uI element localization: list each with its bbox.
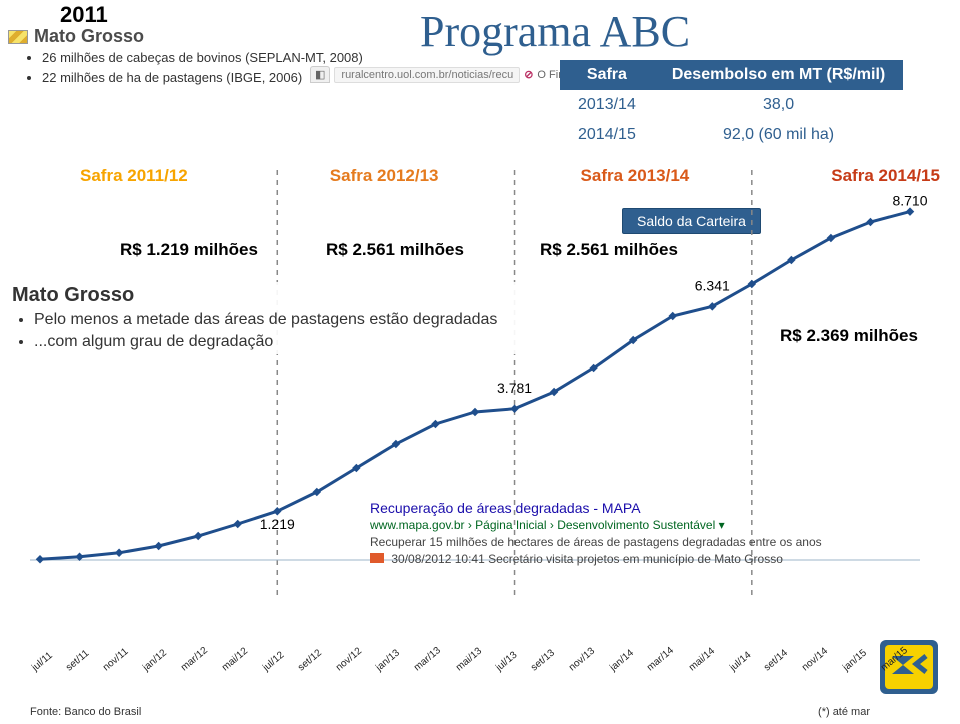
browser-warning: ⊘ [524,68,533,81]
mato-grosso-block: Mato Grosso Pelo menos a metade das área… [6,282,586,354]
region-title: Mato Grosso [34,26,144,47]
x-tick-label: jan/13 [374,647,402,673]
table-cell: 38,0 [654,90,903,120]
table-cell: 2014/15 [560,120,654,150]
table-header: Safra [560,60,654,90]
x-tick-label: mai/12 [220,646,250,674]
footer-note: (*) até mar [818,706,870,718]
safra-table: Safra Desembolso em MT (R$/mil) 2013/14 … [560,60,903,150]
x-tick-label: jul/11 [30,650,55,673]
snippet-title: Recuperação de áreas degradadas - MAPA [370,500,930,516]
x-tick-label: mar/13 [412,645,443,673]
page-title: Programa ABC [420,6,690,57]
x-tick-label: set/12 [296,647,324,673]
mg-bullet: ...com algum grau de degradação [34,331,586,353]
svg-text:3.781: 3.781 [497,380,532,396]
safra-value-label: R$ 1.219 milhões [120,240,258,260]
x-tick-label: jul/12 [261,650,286,674]
table-header: Desembolso em MT (R$/mil) [654,60,903,90]
x-tick-label: jul/14 [728,650,753,674]
x-tick-label: jan/15 [841,647,869,673]
safra-value-label: R$ 2.369 milhões [780,326,918,346]
x-tick-label: nov/13 [567,646,597,674]
svg-text:8.710: 8.710 [892,193,927,209]
x-tick-label: jan/12 [141,647,169,673]
x-tick-label: set/11 [64,648,91,673]
browser-tab-icon: ◧ [310,66,330,83]
x-tick-label: mai/13 [454,646,484,674]
x-axis-labels: jul/11set/11nov/11jan/12mar/12mai/12jul/… [30,665,910,676]
safra-value-label: R$ 2.561 milhões [326,240,464,260]
x-tick-label: set/13 [529,647,557,673]
snippet-stamp: 30/08/2012 10:41 Secretário visita proje… [370,551,930,568]
x-tick-label: nov/14 [800,646,830,674]
search-result-snippet: Recuperação de áreas degradadas - MAPA w… [370,500,930,568]
x-tick-label: nov/12 [334,646,364,674]
region-header: Mato Grosso [8,26,144,47]
svg-text:1.219: 1.219 [260,516,295,532]
table-cell: 2013/14 [560,90,654,120]
table-cell: 92,0 (60 mil ha) [654,120,903,150]
snippet-desc: Recuperar 15 milhões de hectares de área… [370,534,930,551]
svg-text:6.341: 6.341 [695,277,730,293]
mg-bullet: Pelo menos a metade das áreas de pastage… [34,309,586,331]
x-tick-label: mai/14 [687,646,717,674]
year-label: 2011 [60,2,108,28]
footer-source: Fonte: Banco do Brasil [30,706,141,718]
table-row: 2014/15 92,0 (60 mil ha) [560,120,903,150]
mg-title: Mato Grosso [12,284,586,307]
header-bullet: 26 milhões de cabeças de bovinos (SEPLAN… [42,48,363,68]
x-tick-label: set/14 [762,647,790,673]
safra-value-label: R$ 2.561 milhões [540,240,678,260]
x-tick-label: jul/13 [494,650,519,674]
browser-url: ruralcentro.uol.com.br/noticias/recu [334,67,520,83]
x-tick-label: mar/12 [179,645,210,673]
table-row: 2013/14 38,0 [560,90,903,120]
x-tick-label: jan/14 [608,647,636,673]
region-flag-icon [8,30,28,44]
x-tick-label: mar/14 [645,645,676,673]
x-tick-label: nov/11 [101,646,131,673]
snippet-url: www.mapa.gov.br › Página Inicial › Desen… [370,518,930,532]
